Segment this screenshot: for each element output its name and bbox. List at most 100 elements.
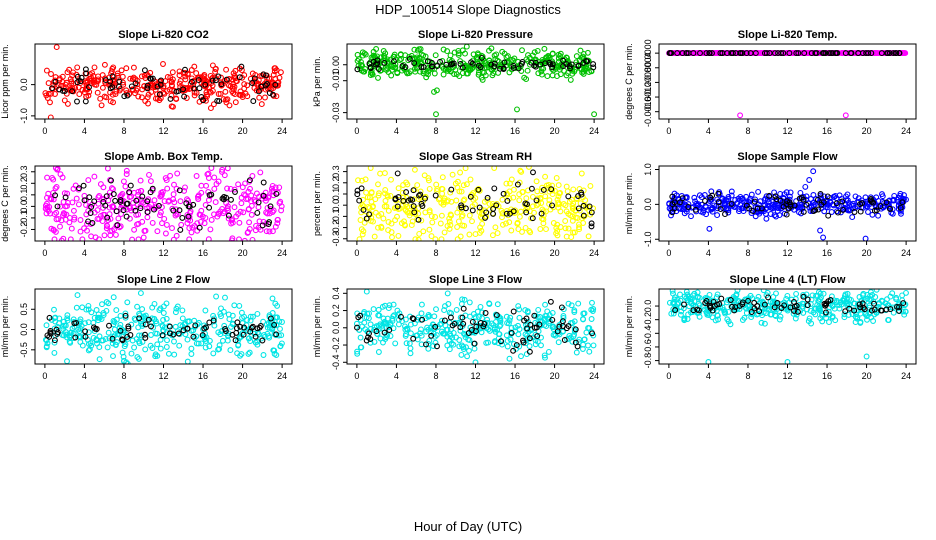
data-point	[112, 231, 119, 238]
data-point-black	[273, 331, 280, 338]
data-point	[523, 76, 530, 83]
data-point	[109, 65, 116, 72]
data-point	[133, 87, 140, 94]
data-point-black	[706, 50, 713, 57]
data-point	[878, 297, 885, 304]
data-point	[678, 308, 685, 315]
data-point	[550, 331, 557, 338]
data-point	[442, 303, 448, 310]
data-point-black	[883, 199, 890, 206]
data-point	[533, 178, 540, 185]
data-point	[418, 310, 425, 317]
data-point	[714, 291, 721, 298]
data-point	[538, 200, 545, 206]
data-point	[482, 72, 489, 79]
data-point-black	[215, 73, 222, 80]
data-point	[833, 208, 840, 215]
data-point	[170, 236, 177, 241]
data-point	[203, 89, 210, 96]
data-point-black	[692, 206, 699, 213]
x-tick-label: 0	[42, 248, 47, 258]
data-point	[159, 220, 165, 227]
data-point-black	[375, 66, 382, 72]
data-point-black	[188, 78, 195, 85]
data-point-black	[491, 185, 498, 192]
data-point-black	[354, 66, 361, 73]
data-point	[53, 209, 60, 216]
data-point	[74, 64, 81, 71]
data-point	[52, 185, 59, 192]
data-point-black	[771, 304, 778, 311]
data-point	[426, 337, 433, 344]
data-point	[240, 209, 247, 216]
data-point	[433, 306, 439, 313]
data-point	[390, 313, 397, 320]
data-point-black	[272, 81, 279, 88]
data-point-black	[484, 194, 491, 201]
x-tick-label: 8	[745, 248, 750, 258]
data-point	[764, 196, 771, 203]
data-point	[191, 92, 198, 99]
data-point	[542, 301, 549, 308]
data-point-black	[109, 73, 116, 80]
data-point	[204, 93, 211, 100]
data-point-black	[123, 213, 130, 220]
data-point-black	[859, 300, 866, 307]
data-point	[447, 222, 454, 228]
data-point-black	[82, 98, 89, 105]
y-axis-label: kPa per min.	[312, 56, 322, 107]
data-point-black	[257, 323, 264, 329]
data-point	[45, 190, 52, 197]
y-tick-label: -0.2	[19, 222, 29, 238]
data-point	[114, 70, 121, 77]
data-point-black	[428, 59, 435, 66]
data-point	[176, 80, 183, 87]
data-point	[571, 331, 578, 338]
data-point	[363, 189, 370, 196]
data-point	[849, 214, 856, 221]
data-point-black	[685, 50, 692, 57]
data-point	[205, 175, 212, 181]
data-point	[122, 310, 129, 317]
data-point	[714, 312, 721, 319]
data-point	[583, 329, 590, 336]
data-point	[225, 215, 232, 222]
data-point	[402, 332, 409, 339]
data-point	[43, 322, 50, 329]
data-point-black	[69, 88, 76, 95]
data-point	[578, 170, 585, 177]
data-point-black	[155, 202, 162, 209]
data-point	[425, 175, 432, 182]
data-point	[226, 102, 233, 109]
data-point-black	[468, 327, 475, 333]
data-point	[255, 204, 262, 211]
data-point	[439, 174, 446, 181]
data-point	[112, 91, 119, 98]
data-point	[85, 302, 92, 309]
data-point	[371, 233, 378, 240]
data-point	[194, 193, 201, 200]
data-point	[212, 68, 219, 75]
data-point	[166, 322, 172, 329]
data-point	[380, 315, 387, 322]
data-point-black	[88, 204, 95, 210]
data-point-black	[411, 209, 418, 216]
data-point-black	[103, 193, 110, 200]
data-point	[420, 228, 427, 235]
data-point	[263, 209, 270, 216]
data-point	[431, 313, 438, 320]
data-point	[127, 75, 134, 82]
data-point	[727, 321, 734, 328]
data-point-black	[477, 64, 484, 71]
data-point	[852, 204, 859, 211]
data-point	[98, 102, 105, 109]
data-point	[570, 229, 577, 236]
data-point-black	[548, 186, 555, 193]
data-point	[425, 177, 432, 184]
data-point	[177, 322, 184, 329]
data-point-black	[513, 342, 520, 349]
data-point	[67, 236, 74, 241]
data-point	[458, 301, 465, 307]
data-point	[217, 90, 224, 97]
data-point-black	[354, 191, 361, 198]
